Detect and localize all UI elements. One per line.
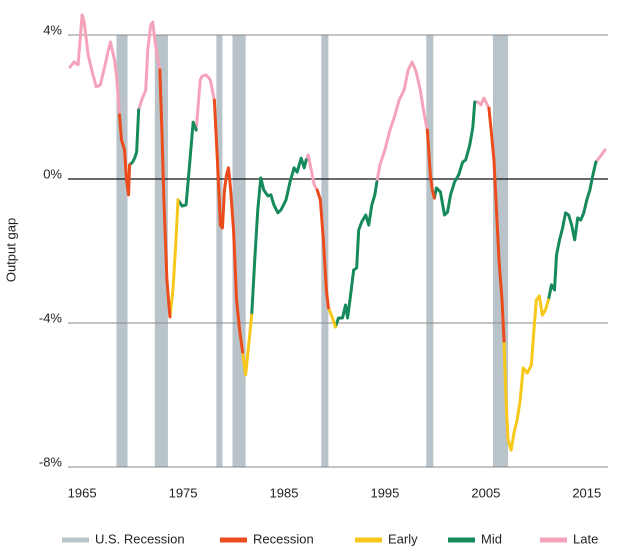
recession-band <box>426 35 434 467</box>
legend-label: Late <box>573 531 598 546</box>
legend-label: Early <box>388 531 418 546</box>
recession-band <box>154 35 168 467</box>
x-tick-label: 1995 <box>370 485 399 500</box>
legend-label: Mid <box>481 531 502 546</box>
series-line <box>168 198 550 452</box>
x-tick-label: 1965 <box>68 485 97 500</box>
x-tick-label: 2005 <box>471 485 500 500</box>
recession-band <box>116 35 128 467</box>
x-tick-label: 1975 <box>169 485 198 500</box>
x-tick-label: 2015 <box>572 485 601 500</box>
y-tick-label: 0% <box>43 166 62 181</box>
x-tick-label: 1985 <box>270 485 299 500</box>
y-tick-label: -8% <box>39 454 63 469</box>
recession-band <box>216 35 223 467</box>
series-line <box>117 68 506 354</box>
y-tick-label: 4% <box>43 22 62 37</box>
series-line <box>68 13 607 192</box>
legend-label: Recession <box>253 531 314 546</box>
y-tick-label: -4% <box>39 310 63 325</box>
y-axis-title: Output gap <box>3 218 18 282</box>
legend-label: U.S. Recession <box>95 531 185 546</box>
series-line <box>128 100 598 329</box>
